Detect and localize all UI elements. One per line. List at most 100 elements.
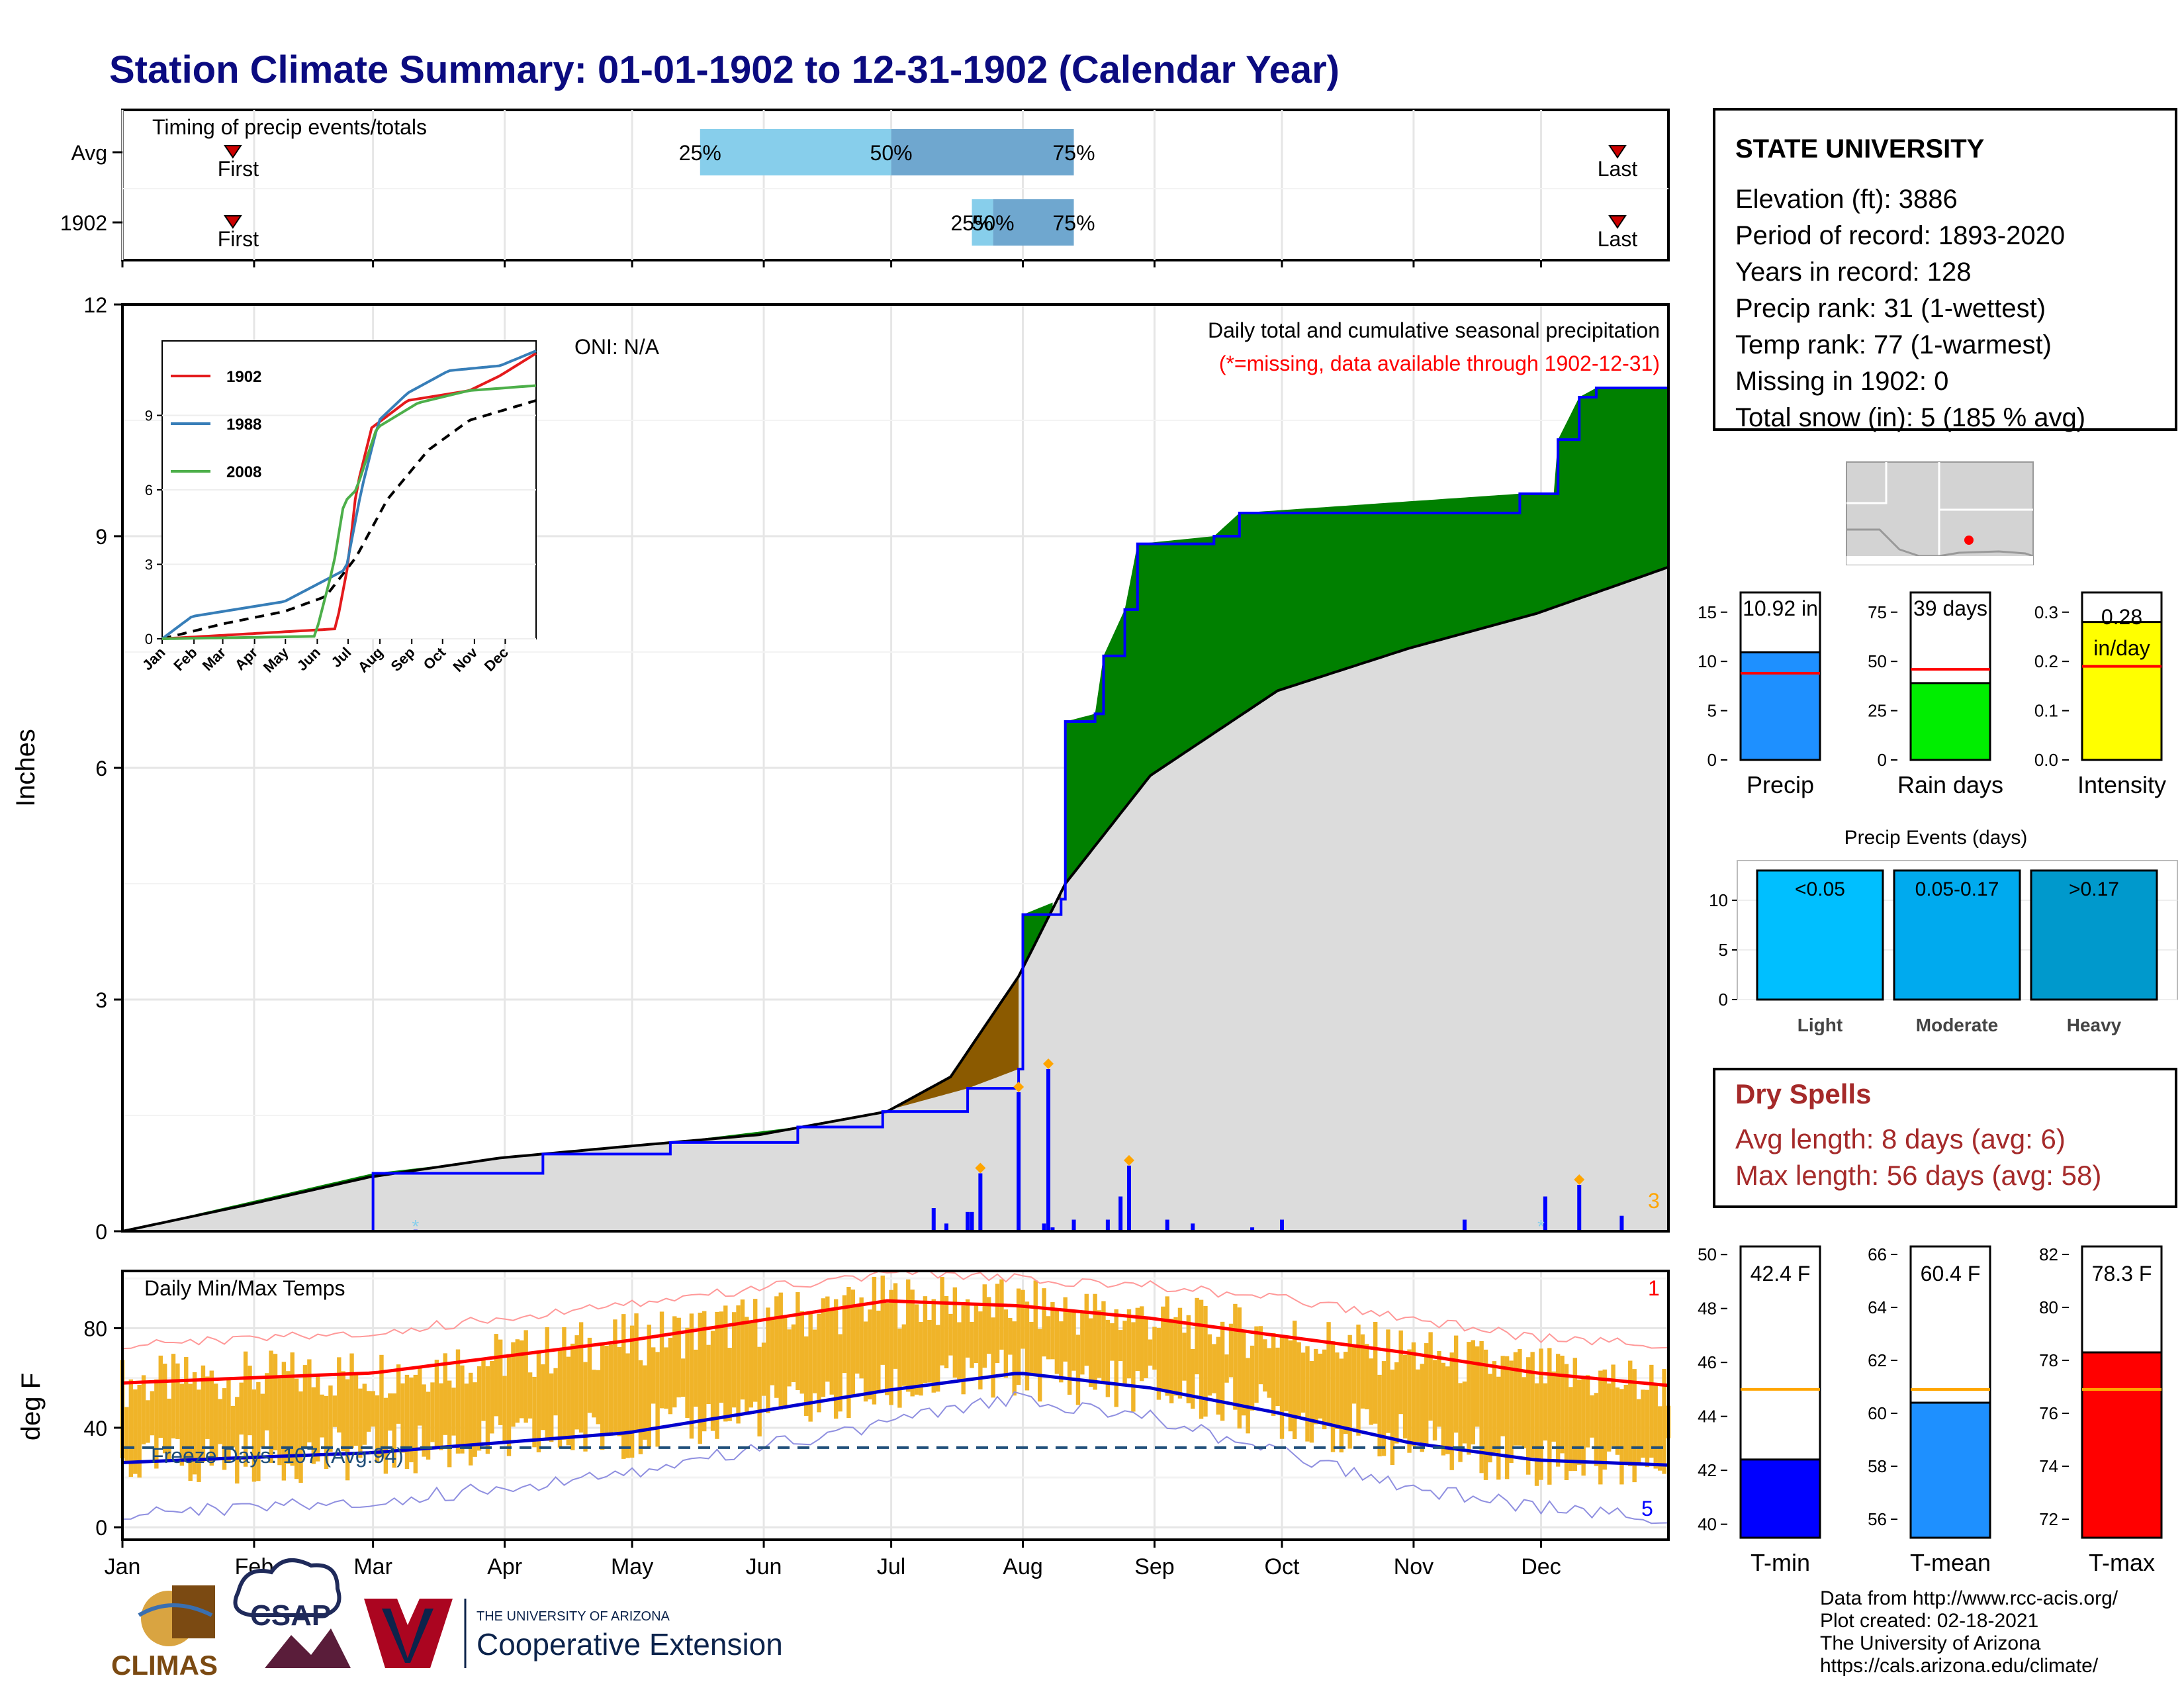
daily-temp-bar: [1653, 1384, 1658, 1469]
summary-y-label: 75: [1868, 602, 1887, 622]
daily-temp-bar: [1555, 1354, 1561, 1467]
last-marker: [1608, 215, 1627, 229]
daily-temp-bar: [1539, 1348, 1543, 1480]
avg-min-line: [122, 1372, 1669, 1467]
precip-y-tick-label: 12: [83, 293, 107, 317]
daily-temp-bar: [986, 1297, 991, 1354]
daily-temp-bar: [970, 1321, 974, 1368]
month-label: Nov: [1394, 1554, 1433, 1579]
events-chart: 0 5 10 <0.05 Light 0.05-0.17 Moderate >0.17 Heav…: [1709, 860, 2178, 1035]
inset-legend-label: 1902: [226, 368, 261, 386]
summary-y-label: 58: [1868, 1456, 1887, 1476]
daily-temp-bar: [664, 1347, 668, 1409]
daily-temp-bar: [672, 1316, 677, 1408]
daily-temp-bar: [286, 1371, 291, 1464]
daily-temp-bar: [910, 1289, 915, 1397]
daily-temp-bar: [1662, 1368, 1666, 1474]
inset-y-label: 0: [145, 631, 153, 647]
events-bar: [2030, 869, 2158, 1001]
daily-temp-bar: [349, 1353, 354, 1448]
summary-value: 10.92 in: [1743, 596, 1818, 620]
daily-temp-bar: [371, 1391, 375, 1427]
freeze-days-label: Freeze Days: 107 (Avg:94): [151, 1444, 404, 1468]
summary-y-label: 74: [2039, 1456, 2058, 1476]
timing-p50: 50%: [870, 141, 913, 165]
daily-temp-bar: [273, 1354, 278, 1451]
daily-temp-bar: [311, 1387, 316, 1464]
inset-series-2008: [161, 384, 537, 640]
daily-temp-bar: [782, 1315, 788, 1407]
daily-temp-bar: [787, 1329, 792, 1387]
temp-plot: [120, 1270, 1671, 1524]
daily-temp-bar: [1169, 1319, 1174, 1403]
daily-temp-bar: [948, 1313, 953, 1356]
daily-temp-bar: [1411, 1342, 1416, 1446]
daily-temp-bar: [761, 1342, 766, 1396]
precip-count-label: 3: [1648, 1189, 1660, 1213]
daily-temp-bar: [243, 1351, 248, 1467]
ua-logo-big-text: Cooperative Extension: [477, 1627, 783, 1662]
daily-temp-bar: [1518, 1349, 1522, 1446]
daily-temp-bar: [647, 1325, 651, 1448]
daily-temp-bar: [625, 1353, 630, 1458]
daily-temp-bar: [1054, 1310, 1060, 1374]
daily-temp-bar: [1645, 1389, 1650, 1468]
daily-temp-bar: [1611, 1364, 1615, 1446]
daily-precip-bar: [1165, 1219, 1169, 1231]
daily-temp-bar: [1195, 1297, 1199, 1375]
temp-panel: 0 40 80 Daily Min/Max Temps Freeze Days: 1…: [17, 1270, 1671, 1541]
daily-temp-bar: [1182, 1333, 1187, 1381]
daily-temp-bar: [1216, 1336, 1220, 1415]
daily-temp-bar: [1263, 1339, 1267, 1392]
daily-temp-bar: [1258, 1326, 1263, 1385]
daily-precip-bar: [1191, 1223, 1195, 1231]
oni-label: ONI: N/A: [574, 335, 660, 359]
summary-bars: 0 5 10 15 Precip 10.92 in 0 25 50 75 Rain days 39 d…: [1698, 591, 2166, 798]
daily-temp-bar: [451, 1387, 456, 1436]
daily-temp-bar: [235, 1397, 240, 1484]
temp-bar-value: 60.4 F: [1921, 1262, 1981, 1286]
station-elevation: Elevation (ft): 3886: [1735, 185, 1958, 214]
summary-bar: [2081, 621, 2163, 761]
daily-temp-bar: [557, 1349, 563, 1448]
daily-temp-bar: [490, 1360, 494, 1434]
daily-temp-bar: [931, 1299, 936, 1393]
daily-temp-bar: [1126, 1309, 1132, 1379]
daily-temp-bar: [460, 1365, 465, 1454]
daily-temp-bar: [1458, 1383, 1463, 1462]
daily-temp-bar: [158, 1355, 163, 1438]
daily-precip-bar: [1619, 1215, 1624, 1231]
daily-temp-bar: [1649, 1364, 1654, 1458]
daily-temp-bar: [842, 1295, 847, 1374]
daily-temp-bar: [1050, 1302, 1055, 1360]
timing-p25: 25%: [679, 141, 721, 165]
daily-temp-bar: [1394, 1362, 1399, 1444]
first-label: First: [218, 157, 259, 181]
events-y-label: 0: [1719, 990, 1728, 1009]
daily-temp-bar: [1594, 1393, 1599, 1466]
daily-temp-bar: [1492, 1361, 1497, 1453]
summary-y-label: 0.0: [2034, 750, 2058, 770]
daily-temp-bar: [541, 1364, 545, 1430]
daily-temp-bar: [418, 1366, 422, 1426]
daily-temp-bar: [1657, 1406, 1662, 1471]
daily-temp-bar: [1114, 1309, 1118, 1407]
daily-temp-bar: [1500, 1356, 1505, 1436]
daily-temp-bar: [723, 1305, 728, 1422]
daily-temp-bar: [1453, 1335, 1459, 1433]
daily-temp-bar: [698, 1313, 702, 1444]
daily-precip-bar: [1046, 1069, 1051, 1231]
precip-ylabel: Inches: [11, 729, 40, 807]
daily-temp-bar: [1279, 1335, 1285, 1439]
temp-summary-bars: 40 42 44 46 48 50 T-min 42.4 F 56 58 60 62 64 66 T-mea…: [1698, 1244, 2163, 1576]
daily-temp-bar: [549, 1373, 554, 1442]
cumulative-1902-line: [122, 387, 1668, 1233]
temp-y-axis: 0 40 80: [83, 1317, 122, 1540]
daily-temp-bar: [1212, 1344, 1216, 1393]
daily-temp-bar: [1530, 1352, 1535, 1458]
daily-temp-bar: [617, 1347, 622, 1436]
summary-label: Precip: [1747, 771, 1814, 798]
daily-temp-bar: [1063, 1297, 1068, 1362]
summary-label: Intensity: [2077, 771, 2166, 798]
